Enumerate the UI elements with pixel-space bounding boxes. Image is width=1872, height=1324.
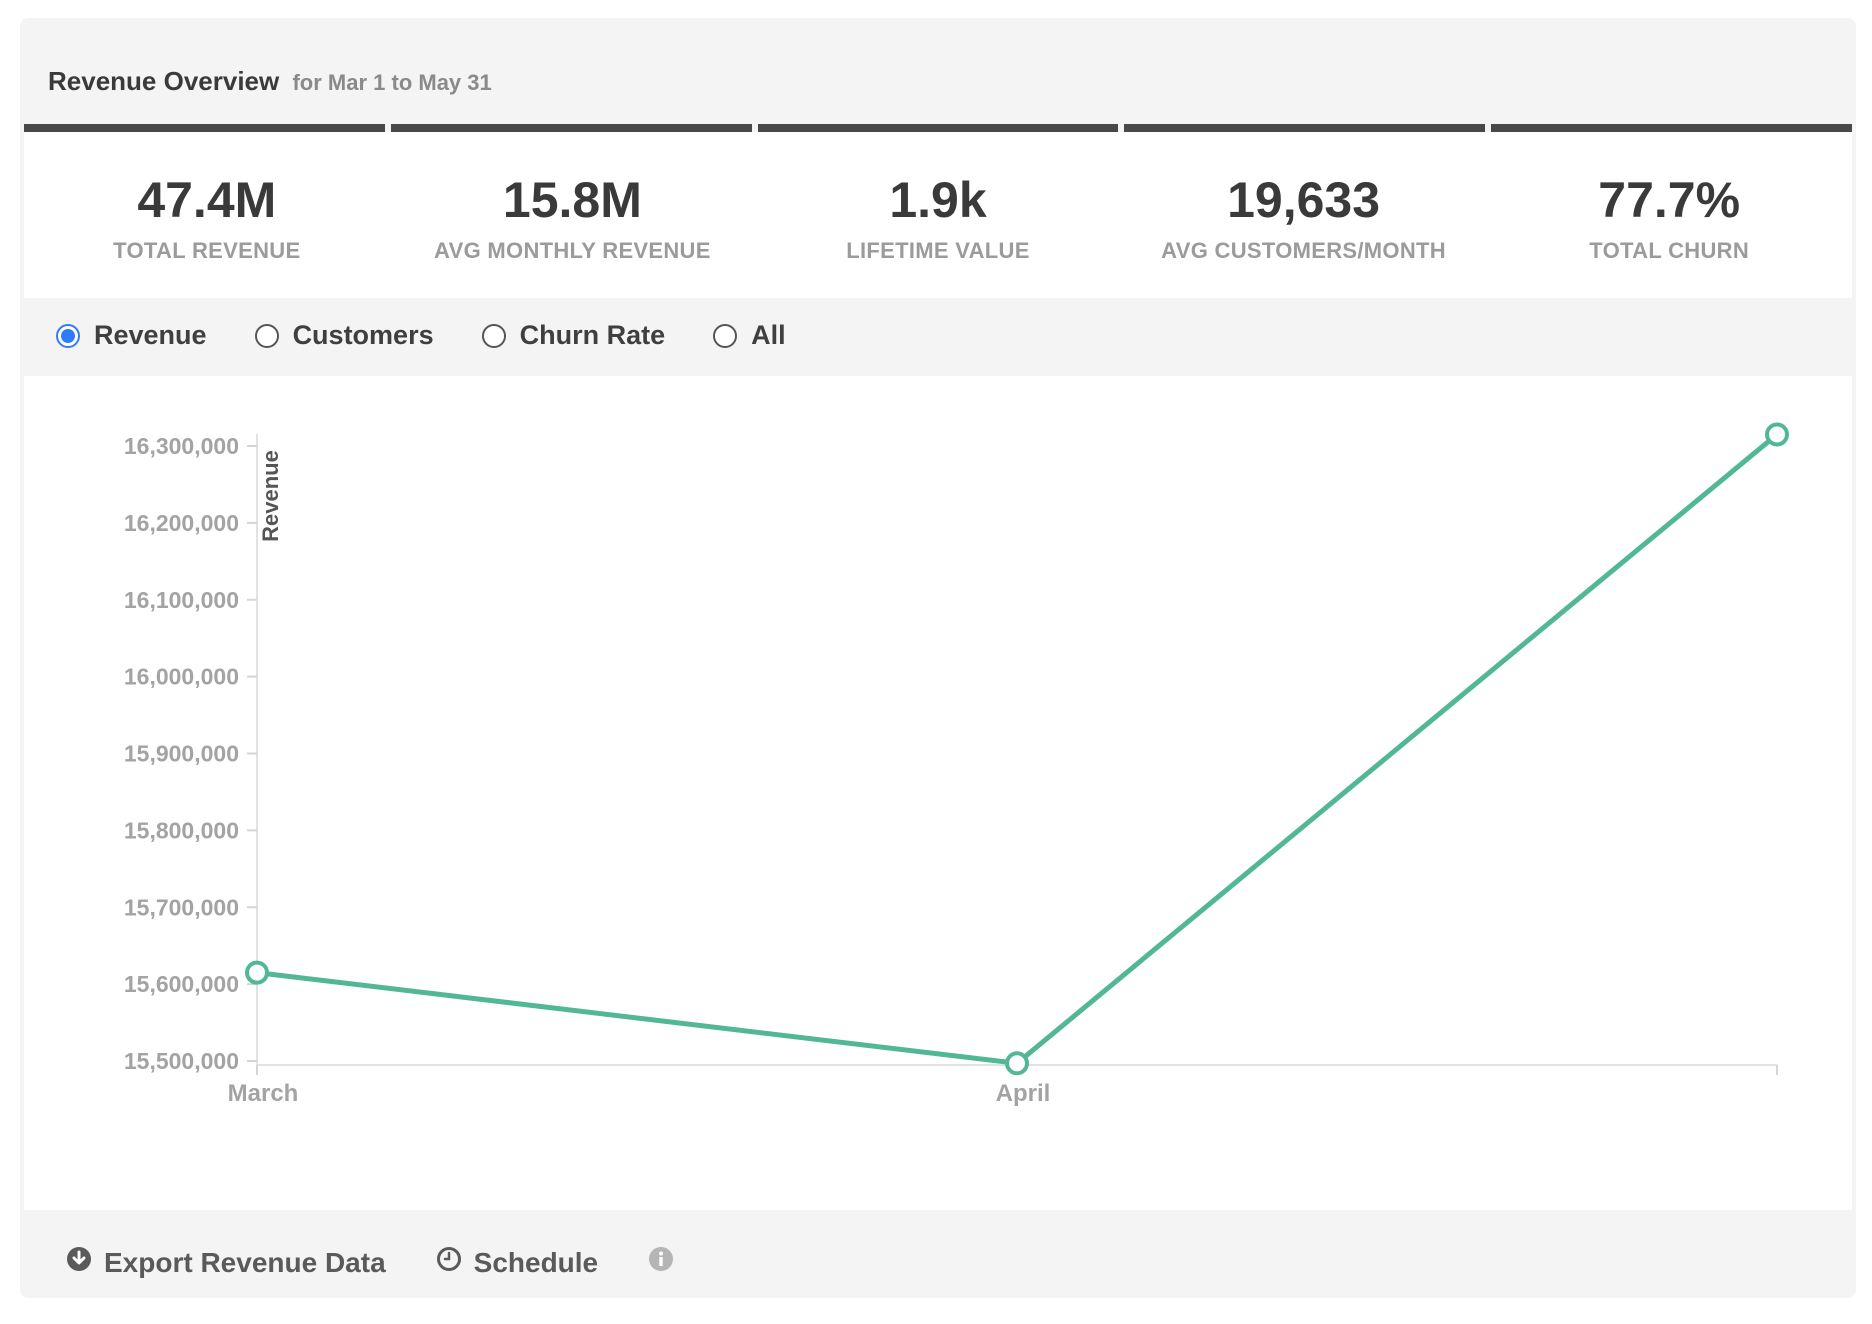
stat-bar bbox=[390, 124, 752, 132]
series-line bbox=[256, 432, 1779, 1066]
view-selector: Revenue Customers Churn Rate All bbox=[56, 320, 834, 351]
export-label: Export Revenue Data bbox=[104, 1246, 386, 1278]
radio-button-icon[interactable] bbox=[481, 323, 506, 348]
stat-value: 15.8M bbox=[502, 172, 642, 228]
schedule-button[interactable]: Schedule bbox=[436, 1246, 598, 1279]
download-circle-icon bbox=[66, 1246, 92, 1279]
panel-header: Revenue Overview for Mar 1 to May 31 bbox=[48, 66, 492, 97]
y-axis-title: Revenue bbox=[258, 450, 283, 542]
stat-avg-monthly-revenue: 15.8M AVG MONTHLY REVENUE bbox=[390, 132, 756, 298]
stat-lifetime-value: 1.9k LIFETIME VALUE bbox=[755, 132, 1121, 298]
radio-churn-rate[interactable]: Churn Rate bbox=[481, 320, 666, 351]
radio-customers[interactable]: Customers bbox=[254, 320, 434, 351]
revenue-chart: 15,500,000 15,600,000 15,700,000 15,800,000… bbox=[24, 376, 1852, 1210]
y-tick-label: 16,200,000 bbox=[124, 510, 239, 536]
y-tick-label: 15,600,000 bbox=[124, 971, 239, 997]
schedule-label: Schedule bbox=[473, 1246, 599, 1278]
data-point bbox=[1005, 1051, 1029, 1076]
info-icon[interactable] bbox=[648, 1246, 674, 1279]
radio-label: Customers bbox=[292, 320, 434, 350]
stat-bar bbox=[24, 124, 385, 132]
y-tick-label: 15,900,000 bbox=[124, 741, 239, 767]
radio-revenue[interactable]: Revenue bbox=[56, 320, 207, 351]
stat-avg-customers: 19,633 AVG CUSTOMERS/MONTH bbox=[1121, 132, 1487, 298]
stat-value: 77.7% bbox=[1598, 172, 1741, 228]
revenue-overview-panel: Revenue Overview for Mar 1 to May 31 47.… bbox=[20, 18, 1856, 1298]
stat-label: TOTAL REVENUE bbox=[113, 238, 301, 263]
radio-label: Churn Rate bbox=[519, 320, 666, 350]
info-button[interactable] bbox=[648, 1246, 686, 1279]
stat-total-revenue: 47.4M TOTAL REVENUE bbox=[24, 132, 390, 298]
export-revenue-data-button[interactable]: Export Revenue Data bbox=[66, 1246, 386, 1279]
x-tick-label: March bbox=[228, 1080, 299, 1107]
stat-bar bbox=[1124, 124, 1486, 132]
x-tick-label: April bbox=[996, 1080, 1051, 1107]
stat-label: AVG CUSTOMERS/MONTH bbox=[1161, 238, 1446, 263]
stat-value: 1.9k bbox=[889, 172, 987, 228]
data-point bbox=[1765, 422, 1789, 447]
y-tick-label: 16,300,000 bbox=[124, 433, 239, 459]
stat-value: 47.4M bbox=[137, 172, 277, 228]
stats-top-bars bbox=[24, 124, 1852, 132]
radio-all[interactable]: All bbox=[713, 320, 786, 351]
radio-button-icon[interactable] bbox=[713, 323, 738, 348]
y-tick-label: 15,700,000 bbox=[124, 894, 239, 920]
radio-button-icon[interactable] bbox=[254, 323, 279, 348]
radio-label: Revenue bbox=[94, 320, 207, 350]
stat-bar bbox=[1491, 124, 1852, 132]
stat-bar bbox=[757, 124, 1119, 132]
stat-label: AVG MONTHLY REVENUE bbox=[434, 238, 711, 263]
stat-label: TOTAL CHURN bbox=[1589, 238, 1750, 263]
stat-total-churn: 77.7% TOTAL CHURN bbox=[1486, 132, 1852, 298]
clock-icon bbox=[436, 1246, 462, 1279]
stats-row: 47.4M TOTAL REVENUE 15.8M AVG MONTHLY RE… bbox=[24, 132, 1852, 298]
stat-label: LIFETIME VALUE bbox=[846, 238, 1030, 263]
panel-title: Revenue Overview bbox=[48, 66, 280, 96]
radio-label: All bbox=[751, 320, 786, 350]
y-tick-label: 15,800,000 bbox=[124, 817, 239, 843]
y-tick-label: 16,000,000 bbox=[124, 664, 239, 690]
revenue-line-chart: 15,500,000 15,600,000 15,700,000 15,800,000… bbox=[124, 422, 1789, 1107]
y-tick-label: 15,500,000 bbox=[124, 1048, 239, 1074]
y-tick-label: 16,100,000 bbox=[124, 587, 239, 613]
data-point bbox=[245, 960, 269, 985]
radio-button-icon[interactable] bbox=[56, 323, 80, 348]
date-range: for Mar 1 to May 31 bbox=[292, 70, 492, 95]
stat-value: 19,633 bbox=[1227, 172, 1381, 228]
panel-footer: Export Revenue Data Schedule bbox=[66, 1246, 736, 1279]
